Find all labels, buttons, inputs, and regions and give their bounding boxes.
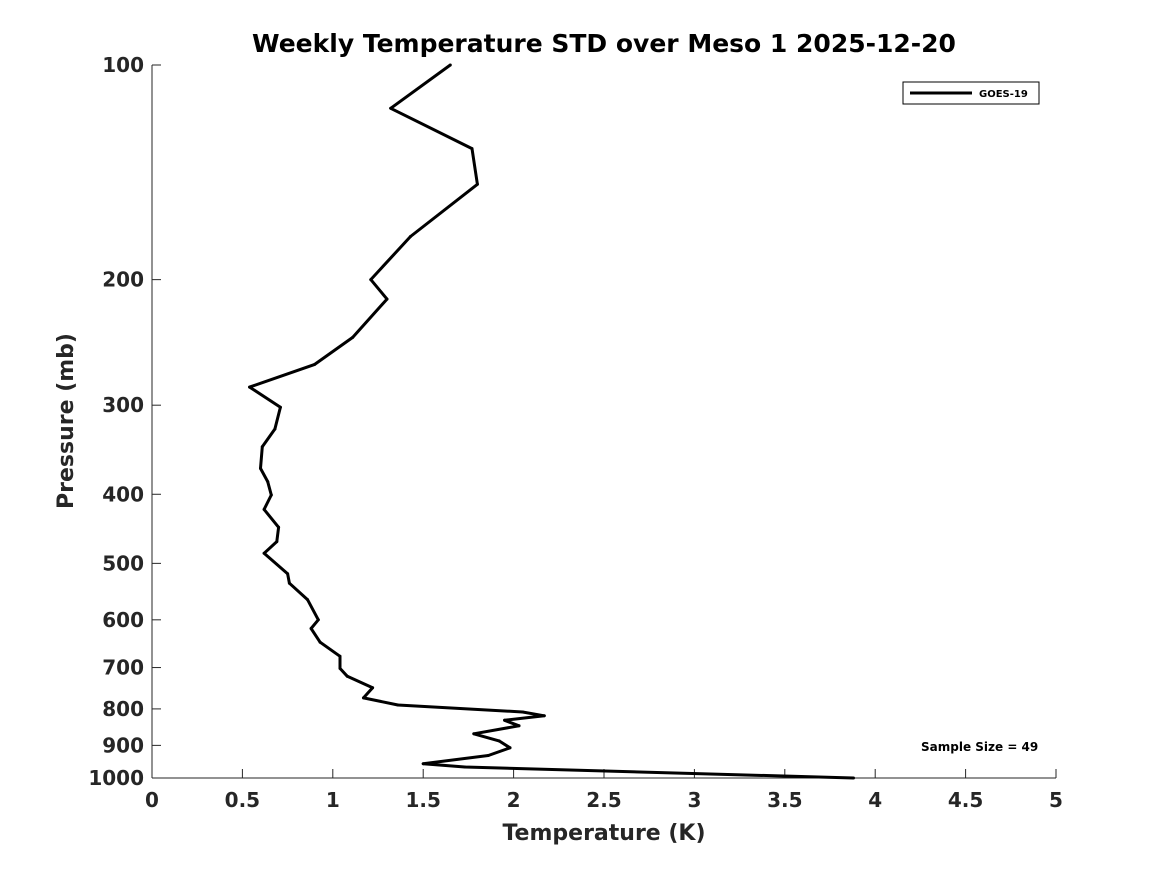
series-line-goes-19	[248, 63, 854, 780]
data-point	[486, 754, 490, 757]
x-tick-label: 4	[868, 788, 882, 812]
data-point	[338, 666, 342, 670]
data-point	[262, 551, 266, 555]
data-point	[396, 703, 400, 707]
data-point	[470, 147, 474, 151]
data-point	[852, 776, 855, 780]
data-point	[309, 627, 313, 630]
x-axis-ticks: 0 0.5 1 1.5 2 2.5 3 3.5 4 4.5 5	[145, 769, 1063, 812]
y-axis-label: Pressure (mb)	[54, 333, 79, 509]
legend: GOES-19	[902, 81, 1040, 105]
data-point	[338, 654, 342, 658]
data-point	[269, 493, 273, 497]
y-tick-label: 600	[102, 608, 144, 632]
data-point	[389, 106, 393, 110]
data-point	[409, 235, 412, 238]
data-point	[316, 618, 320, 622]
data-point	[475, 182, 479, 186]
x-tick-label: 3	[687, 788, 701, 812]
sample-size-annotation: Sample Size = 49	[921, 740, 1038, 754]
data-point	[463, 765, 467, 769]
y-tick-label: 1000	[88, 766, 144, 790]
y-tick-label: 900	[102, 733, 144, 757]
data-point	[503, 718, 507, 722]
data-point	[313, 362, 317, 366]
y-tick-label: 700	[102, 656, 144, 680]
data-point	[260, 445, 264, 449]
y-tick-label: 100	[102, 53, 144, 77]
y-tick-label: 400	[102, 482, 144, 506]
legend-label-goes-19: GOES-19	[979, 89, 1028, 100]
plot-axes	[151, 65, 1056, 779]
x-axis-label: Temperature (K)	[502, 821, 705, 846]
data-point	[318, 640, 322, 644]
data-point	[497, 739, 501, 743]
data-point	[277, 525, 281, 529]
data-point	[448, 63, 452, 67]
x-tick-label: 0.5	[225, 788, 260, 812]
data-point	[351, 335, 355, 339]
y-axis-ticks: 100 200 300 400 500 600 700 800 900 1000	[88, 53, 161, 790]
y-tick-label: 200	[102, 268, 144, 292]
data-point	[421, 762, 425, 766]
data-point	[275, 540, 279, 544]
data-point	[508, 746, 512, 750]
data-point	[278, 405, 282, 409]
y-tick-label: 300	[102, 393, 144, 417]
data-point	[287, 581, 291, 585]
data-point	[345, 674, 349, 678]
x-tick-label: 3.5	[767, 788, 802, 812]
data-point	[273, 427, 277, 431]
data-point	[286, 572, 290, 576]
data-point	[248, 385, 252, 389]
data-point	[266, 480, 270, 484]
x-tick-label: 0	[145, 788, 159, 812]
x-tick-label: 2	[507, 788, 521, 812]
data-point	[369, 278, 373, 282]
data-point	[521, 710, 525, 714]
data-point	[362, 696, 365, 700]
data-point	[542, 714, 546, 718]
x-tick-label: 5	[1049, 788, 1063, 812]
data-point	[306, 598, 309, 602]
y-tick-label: 800	[102, 697, 144, 721]
x-tick-label: 2.5	[586, 788, 621, 812]
series-points-goes-19	[248, 63, 855, 780]
data-point	[385, 297, 389, 301]
data-point	[371, 686, 375, 690]
data-point	[517, 724, 521, 728]
chart-title: Weekly Temperature STD over Meso 1 2025-…	[252, 29, 956, 58]
x-tick-label: 4.5	[948, 788, 983, 812]
data-point	[259, 466, 262, 470]
data-point	[262, 507, 266, 511]
x-tick-label: 1	[326, 788, 340, 812]
y-tick-label: 500	[102, 551, 144, 575]
data-point	[472, 732, 476, 736]
x-tick-label: 1.5	[405, 788, 440, 812]
